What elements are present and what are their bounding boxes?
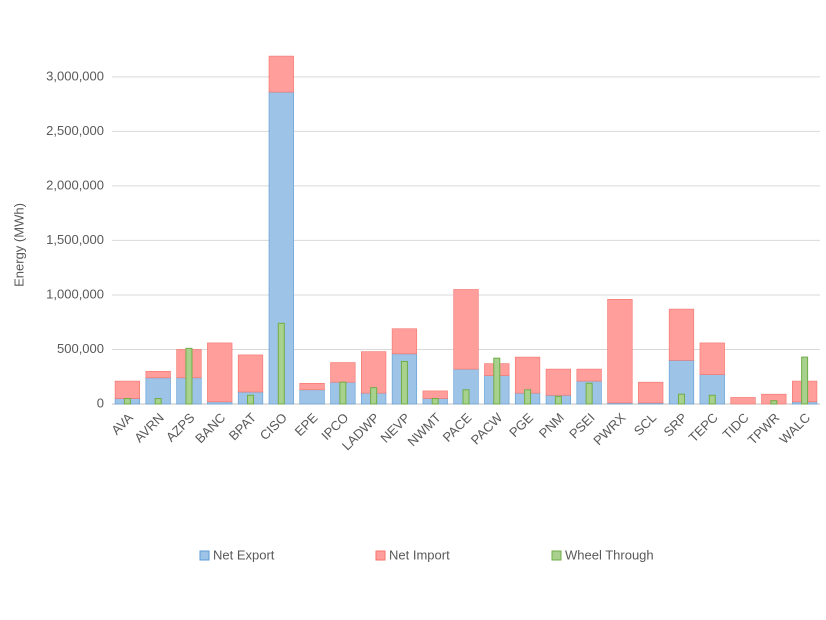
overlay-bar	[493, 357, 501, 405]
bar-segment	[514, 356, 541, 394]
bar-segment	[453, 289, 479, 370]
y-tick-label: 2,500,000	[46, 123, 104, 138]
overlay-bar	[154, 398, 162, 405]
x-tick-label: PGE	[506, 410, 536, 440]
bar-segment	[730, 397, 756, 405]
x-tick-label: PNM	[536, 410, 567, 441]
x-tick-label: SCL	[631, 410, 659, 438]
bar-segment	[299, 382, 325, 391]
overlay-bar	[801, 356, 809, 405]
y-tick-label: 3,000,000	[46, 68, 104, 83]
x-tick-label: PWRX	[590, 410, 628, 448]
x-tick-label: BPAT	[226, 410, 259, 443]
bar-segment	[330, 362, 356, 383]
overlay-bar	[677, 393, 685, 405]
bar-segment	[668, 308, 695, 361]
overlay-bar	[770, 400, 778, 405]
legend-label: Wheel Through	[565, 547, 654, 562]
bar-segment	[207, 342, 233, 403]
legend-label: Net Export	[213, 547, 275, 562]
overlay-bar	[247, 394, 255, 405]
y-tick-label: 2,000,000	[46, 177, 104, 192]
overlay-bar	[585, 382, 593, 405]
y-axis-title: Energy (MWh)	[11, 203, 26, 287]
x-tick-label: WALC	[776, 410, 813, 447]
legend-swatch	[551, 550, 562, 561]
x-tick-label: NWMT	[405, 410, 444, 449]
overlay-bar	[277, 322, 285, 405]
x-tick-label: PACW	[468, 409, 506, 447]
y-tick-label: 500,000	[57, 341, 104, 356]
overlay-bar	[123, 398, 131, 405]
overlay-bar	[339, 381, 347, 405]
x-tick-label: BANC	[192, 410, 228, 446]
legend-swatch	[199, 550, 210, 561]
bar-segment	[114, 380, 141, 399]
legend-label: Net Import	[389, 547, 450, 562]
bar-segment	[145, 370, 171, 379]
bar-segment	[545, 368, 571, 396]
x-tick-label: CISO	[257, 410, 290, 443]
x-tick-label: AZPS	[163, 410, 198, 445]
bar-segment	[422, 390, 448, 399]
x-tick-label: TPWR	[745, 410, 783, 448]
overlay-bar	[431, 398, 439, 405]
y-tick-label: 1,500,000	[46, 232, 104, 247]
bar-segment	[391, 328, 418, 355]
bar-segment	[299, 389, 325, 405]
bar-segment	[268, 55, 294, 93]
overlay-bar	[708, 394, 716, 405]
overlay-bar	[554, 395, 562, 405]
bar-segment	[699, 342, 725, 375]
overlay-bar	[524, 389, 532, 405]
bar-segment	[638, 381, 664, 404]
bar-segment	[207, 401, 233, 405]
x-tick-label: AVRN	[131, 410, 166, 445]
overlay-bar	[370, 387, 378, 405]
overlay-bar	[462, 389, 470, 405]
overlay-bar	[185, 347, 193, 405]
x-tick-label: TEPC	[686, 410, 721, 445]
legend-swatch	[375, 550, 386, 561]
bar-segment	[576, 368, 602, 382]
y-tick-label: 1,000,000	[46, 286, 104, 301]
bar-segment	[361, 351, 387, 394]
bar-segment	[607, 298, 633, 404]
overlay-bar	[400, 360, 408, 405]
bar-segment	[237, 354, 264, 393]
y-tick-label: 0	[97, 395, 104, 410]
x-tick-label: EPE	[292, 410, 321, 439]
